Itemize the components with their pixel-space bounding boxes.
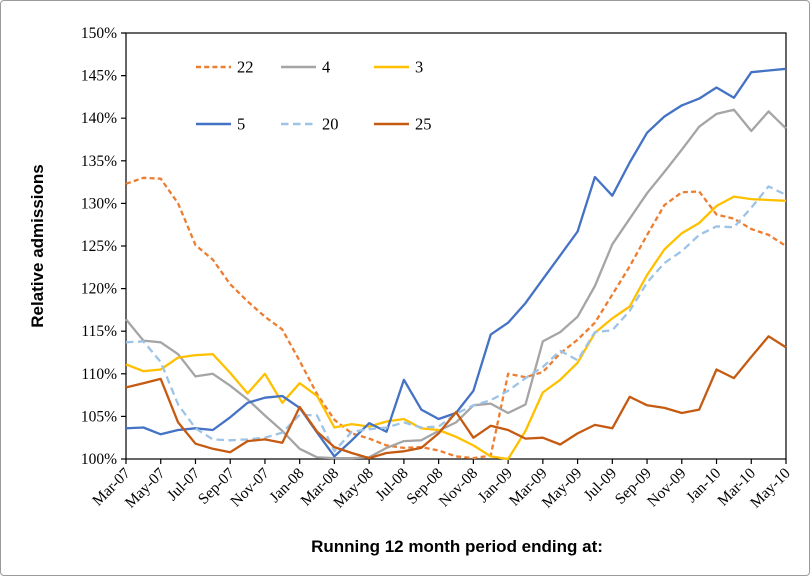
y-axis-title: Relative admissions — [28, 164, 47, 327]
y-tick-label: 105% — [81, 408, 117, 425]
y-tick-label: 135% — [81, 153, 117, 170]
x-tick-label: May-08 — [330, 465, 377, 512]
y-tick-label: 110% — [81, 366, 117, 383]
x-tick-label: Nov-09 — [644, 465, 690, 511]
legend-label: 22 — [237, 58, 254, 77]
legend-label: 20 — [322, 115, 339, 134]
series-3-line — [125, 195, 787, 461]
legend-item-5: 5 — [196, 115, 245, 134]
legend-label: 3 — [415, 58, 423, 77]
series-22-line — [125, 176, 787, 460]
plot-area: 100% 105% 110% 115% 120% 125% 130% 135% 140% 145%… — [81, 25, 794, 512]
legend-item-25: 25 — [374, 115, 432, 134]
x-tick-label: May-07 — [122, 465, 169, 512]
y-tick-label: 140% — [81, 110, 117, 127]
legend-label: 5 — [237, 115, 245, 134]
legend-item-20: 20 — [281, 115, 339, 134]
x-axis-title: Running 12 month period ending at: — [311, 537, 603, 556]
series-25-line — [125, 335, 787, 460]
y-tick-label: 130% — [81, 195, 117, 212]
x-tick-label: Nov-07 — [227, 465, 273, 511]
x-tick-label: May-10 — [747, 465, 794, 512]
x-tick-label: May-09 — [539, 465, 586, 512]
y-tick-label: 100% — [81, 451, 117, 468]
series-5-line — [125, 67, 787, 458]
legend-label: 25 — [415, 115, 432, 134]
y-tick-label: 115% — [81, 323, 117, 340]
legend-item-4: 4 — [281, 58, 330, 77]
legend-label: 4 — [322, 58, 330, 77]
y-tick-label: 125% — [81, 238, 117, 255]
x-tick-label: Nov-08 — [436, 465, 482, 511]
y-tick-label: 145% — [81, 68, 117, 85]
series-4-line — [125, 108, 787, 460]
legend-item-22: 22 — [196, 58, 254, 77]
series-20-line — [125, 185, 787, 453]
legend-item-3: 3 — [374, 58, 423, 77]
y-tick-label: 120% — [81, 281, 117, 298]
y-tick-label: 150% — [81, 25, 117, 42]
